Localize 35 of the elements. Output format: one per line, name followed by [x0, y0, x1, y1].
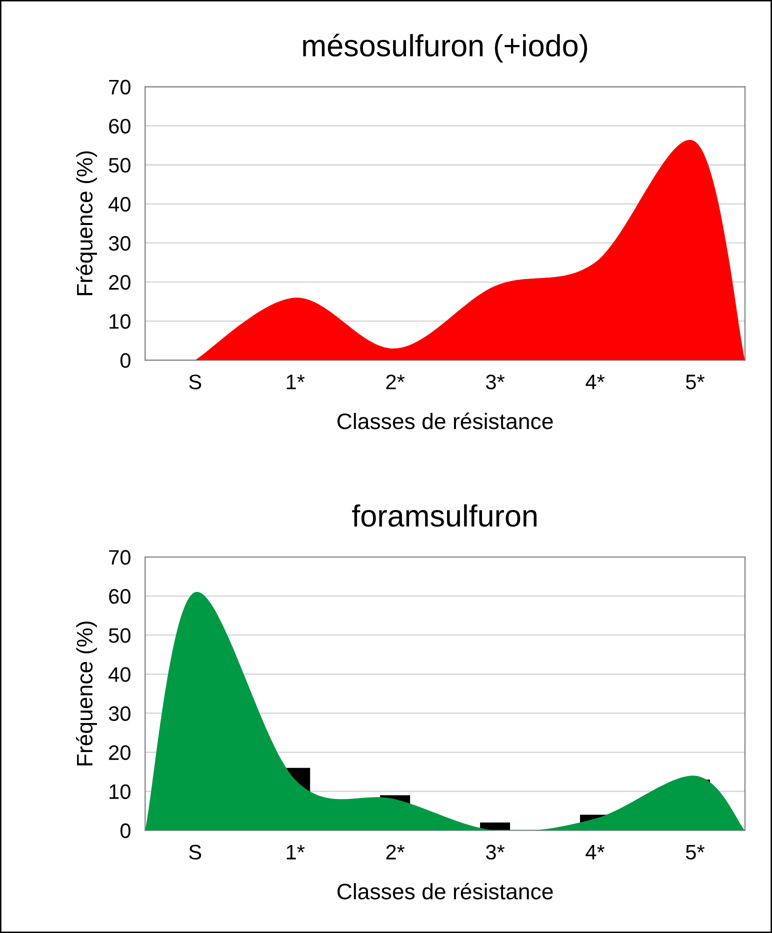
x-tick-label: 4* [586, 374, 605, 390]
chart-title: mésosulfuron (+iodo) [303, 34, 588, 63]
x-tick-label: 4* [586, 845, 605, 860]
x-tick-label: 5* [686, 374, 705, 390]
y-tick-label: 70 [109, 550, 130, 565]
y-tick-label: 0 [120, 353, 130, 368]
y-tick-label: 60 [109, 118, 130, 134]
x-axis-title: Classes de résistance [338, 412, 553, 430]
y-tick-label: 40 [108, 196, 130, 212]
y-tick-label: 20 [109, 275, 130, 290]
x-tick-label: 3* [486, 844, 505, 860]
x-tick-label: 5* [686, 845, 705, 860]
y-tick-label: 70 [109, 80, 130, 95]
y-axis-title: Fréquence (%) [76, 151, 97, 296]
x-tick-label: S [189, 374, 202, 390]
bar [480, 822, 510, 830]
y-tick-label: 30 [108, 236, 130, 251]
y-tick-label: 0 [120, 823, 130, 838]
x-tick-label: 3* [486, 374, 505, 390]
chart-title: foramsulfuron [352, 504, 536, 527]
y-tick-label: 50 [108, 158, 130, 173]
y-tick-label: 40 [108, 667, 130, 682]
x-tick-label: 1* [286, 845, 305, 860]
y-tick-label: 10 [110, 314, 130, 329]
y-tick-label: 50 [108, 628, 130, 643]
x-tick-label: 2* [386, 844, 405, 860]
y-tick-label: 30 [108, 706, 130, 721]
y-tick-label: 60 [109, 589, 130, 604]
y-tick-label: 20 [109, 745, 130, 760]
y-tick-label: 10 [110, 784, 130, 800]
x-tick-label: 2* [386, 374, 405, 390]
y-axis-title: Fréquence (%) [76, 622, 97, 766]
x-tick-label: 1* [286, 374, 305, 390]
x-tick-label: S [189, 844, 202, 860]
x-axis-title: Classes de résistance [338, 882, 553, 900]
